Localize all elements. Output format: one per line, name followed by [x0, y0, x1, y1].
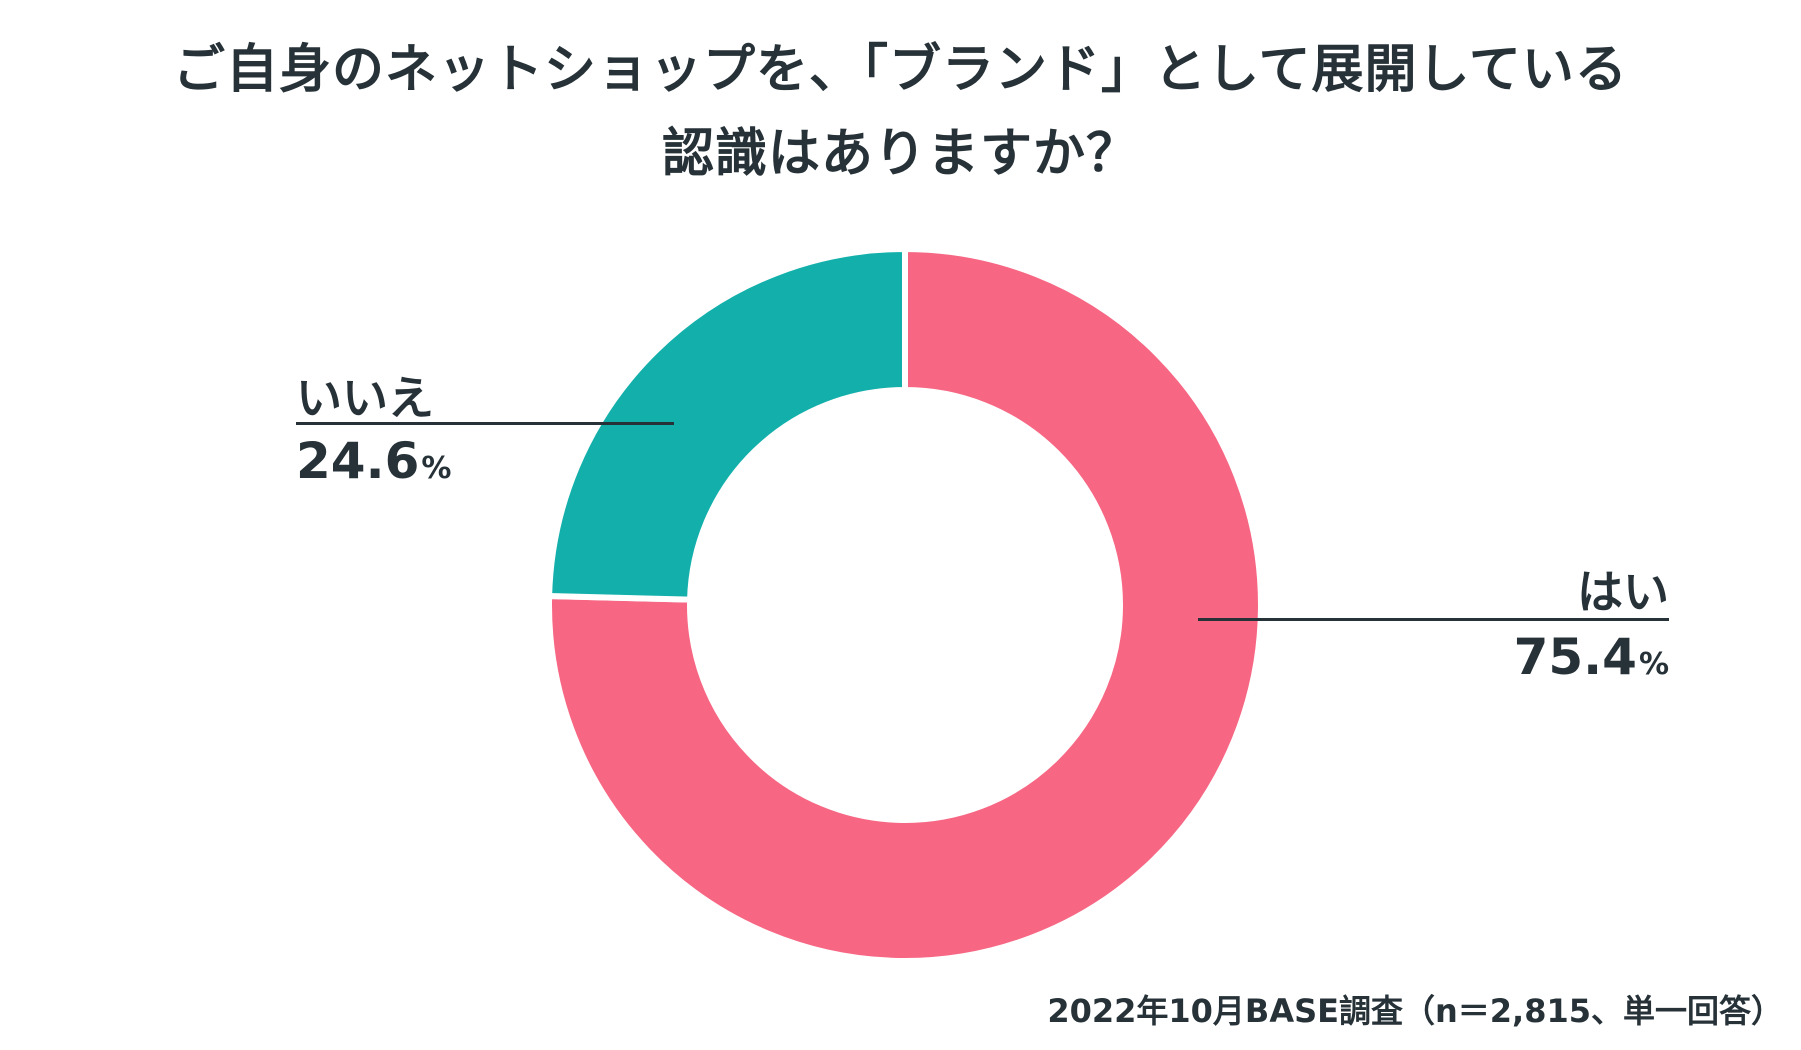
slice-value-yes: 75.4% — [1514, 628, 1669, 686]
slice-value-yes-unit: % — [1638, 647, 1669, 682]
slice-value-no-number: 24.6 — [296, 432, 420, 490]
leader-line-no — [296, 422, 674, 425]
chart-title-line-1: ご自身のネットショップを、「ブランド」として展開している — [173, 40, 1628, 100]
slice-value-no: 24.6% — [296, 432, 451, 490]
slice-label-no: いいえ — [296, 371, 434, 425]
slice-value-no-unit: % — [421, 451, 452, 486]
slice-value-yes-number: 75.4 — [1513, 628, 1637, 686]
slice-label-yes: はい — [1577, 565, 1669, 619]
slice-no — [546, 245, 908, 603]
chart-title-line-2: 認識はありますか？ — [661, 124, 1139, 184]
source-note: 2022年10月BASE調査（n＝2,815、単一回答） — [1047, 992, 1783, 1030]
slice-yes — [546, 245, 1264, 964]
chart-title: ご自身のネットショップを、「ブランド」として展開している 認識はありますか？ — [0, 28, 1801, 196]
leader-line-yes — [1198, 618, 1669, 621]
